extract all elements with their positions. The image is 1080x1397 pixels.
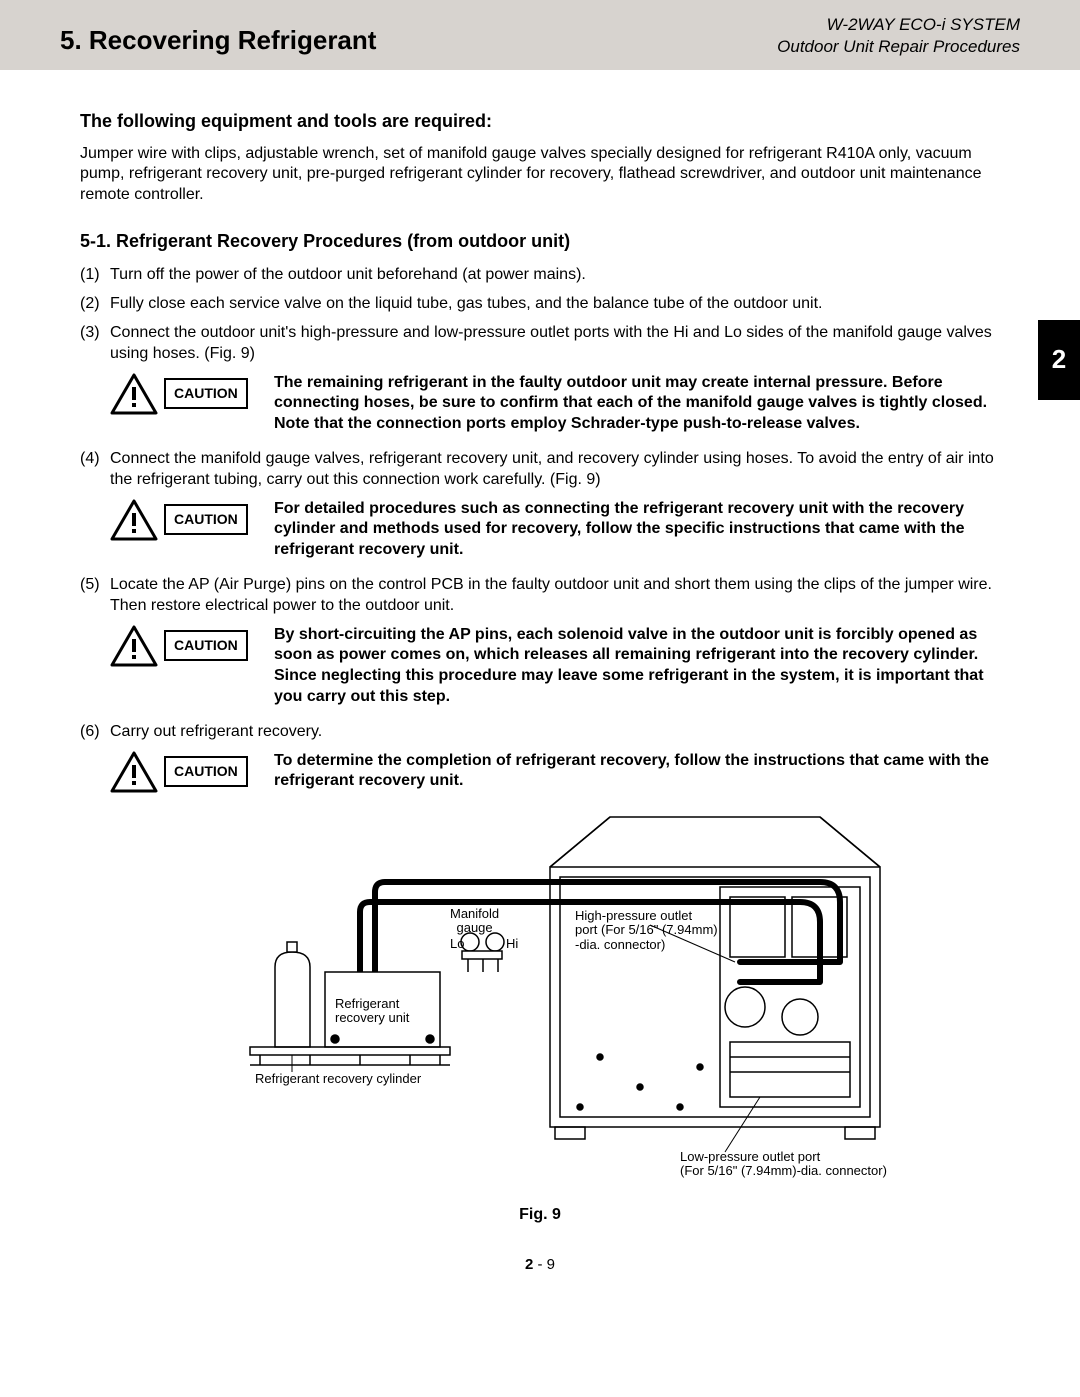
caution-block: CAUTION By short-circuiting the AP pins,… xyxy=(110,625,1000,708)
procedure-steps: (1) Turn off the power of the outdoor un… xyxy=(80,265,1000,364)
label-recovery-cyl: Refrigerant recovery cylinder xyxy=(255,1072,421,1087)
caution-block: CAUTION For detailed procedures such as … xyxy=(110,499,1000,561)
caution-block: CAUTION To determine the completion of r… xyxy=(110,751,1000,793)
caution-icon-group: CAUTION xyxy=(110,373,260,415)
step-text: Fully close each service valve on the li… xyxy=(110,294,1000,315)
step-number: (1) xyxy=(80,265,110,286)
header-subtitle: Outdoor Unit Repair Procedures xyxy=(777,36,1020,58)
step-text: Turn off the power of the outdoor unit b… xyxy=(110,265,1000,286)
label-lp-port: Low-pressure outlet port (For 5/16" (7.9… xyxy=(680,1150,887,1180)
step-item: (1) Turn off the power of the outdoor un… xyxy=(80,265,1000,286)
procedure-steps: (4) Connect the manifold gauge valves, r… xyxy=(80,449,1000,491)
step-item: (6) Carry out refrigerant recovery. xyxy=(80,722,1000,743)
label-lo: Lo xyxy=(450,937,464,952)
header-right: W-2WAY ECO-i SYSTEM Outdoor Unit Repair … xyxy=(777,14,1020,58)
step-item: (3) Connect the outdoor unit's high-pres… xyxy=(80,323,1000,365)
figure-caption: Fig. 9 xyxy=(80,1205,1000,1226)
caution-text: By short-circuiting the AP pins, each so… xyxy=(274,625,1000,708)
page-number: 2 - 9 xyxy=(80,1255,1000,1275)
label-recovery-unit: Refrigerant recovery unit xyxy=(335,997,409,1027)
caution-text: For detailed procedures such as connecti… xyxy=(274,499,1000,561)
step-number: (2) xyxy=(80,294,110,315)
page-sep: - xyxy=(533,1256,546,1273)
page-header: 5. Recovering Refrigerant W-2WAY ECO-i S… xyxy=(0,0,1080,70)
caution-icon-group: CAUTION xyxy=(110,751,260,793)
step-text: Connect the manifold gauge valves, refri… xyxy=(110,449,1000,491)
caution-block: CAUTION The remaining refrigerant in the… xyxy=(110,373,1000,435)
caution-label: CAUTION xyxy=(164,756,248,786)
warning-triangle-icon xyxy=(110,751,158,793)
warning-triangle-icon xyxy=(110,373,158,415)
step-text: Carry out refrigerant recovery. xyxy=(110,722,1000,743)
figure-9: Manifold gauge Lo Hi High-pressure outle… xyxy=(80,807,1000,1226)
caution-text: The remaining refrigerant in the faulty … xyxy=(274,373,1000,435)
caution-icon-group: CAUTION xyxy=(110,625,260,667)
equipment-text: Jumper wire with clips, adjustable wrenc… xyxy=(80,144,1000,206)
warning-triangle-icon xyxy=(110,625,158,667)
page-num: 9 xyxy=(547,1256,555,1273)
procedure-steps: (5) Locate the AP (Air Purge) pins on th… xyxy=(80,575,1000,617)
procedure-heading: 5-1. Refrigerant Recovery Procedures (fr… xyxy=(80,230,1000,253)
step-number: (4) xyxy=(80,449,110,491)
step-item: (5) Locate the AP (Air Purge) pins on th… xyxy=(80,575,1000,617)
caution-label: CAUTION xyxy=(164,378,248,408)
diagram: Manifold gauge Lo Hi High-pressure outle… xyxy=(180,807,900,1197)
step-text: Connect the outdoor unit's high-pressure… xyxy=(110,323,1000,365)
step-number: (6) xyxy=(80,722,110,743)
recovery-diagram-svg xyxy=(180,807,900,1167)
equipment-heading: The following equipment and tools are re… xyxy=(80,110,1000,133)
caution-label: CAUTION xyxy=(164,504,248,534)
step-item: (2) Fully close each service valve on th… xyxy=(80,294,1000,315)
step-item: (4) Connect the manifold gauge valves, r… xyxy=(80,449,1000,491)
step-number: (5) xyxy=(80,575,110,617)
step-text: Locate the AP (Air Purge) pins on the co… xyxy=(110,575,1000,617)
section-title: 5. Recovering Refrigerant xyxy=(60,24,376,58)
system-name: W-2WAY ECO-i SYSTEM xyxy=(777,14,1020,36)
caution-text: To determine the completion of refrigera… xyxy=(274,751,1000,793)
label-hi: Hi xyxy=(506,937,518,952)
page-content: The following equipment and tools are re… xyxy=(0,70,1080,1295)
caution-icon-group: CAUTION xyxy=(110,499,260,541)
procedure-steps: (6) Carry out refrigerant recovery. xyxy=(80,722,1000,743)
caution-label: CAUTION xyxy=(164,630,248,660)
warning-triangle-icon xyxy=(110,499,158,541)
step-number: (3) xyxy=(80,323,110,365)
label-hp-port: High-pressure outlet port (For 5/16" (7.… xyxy=(575,909,718,954)
label-manifold: Manifold gauge xyxy=(450,907,499,937)
